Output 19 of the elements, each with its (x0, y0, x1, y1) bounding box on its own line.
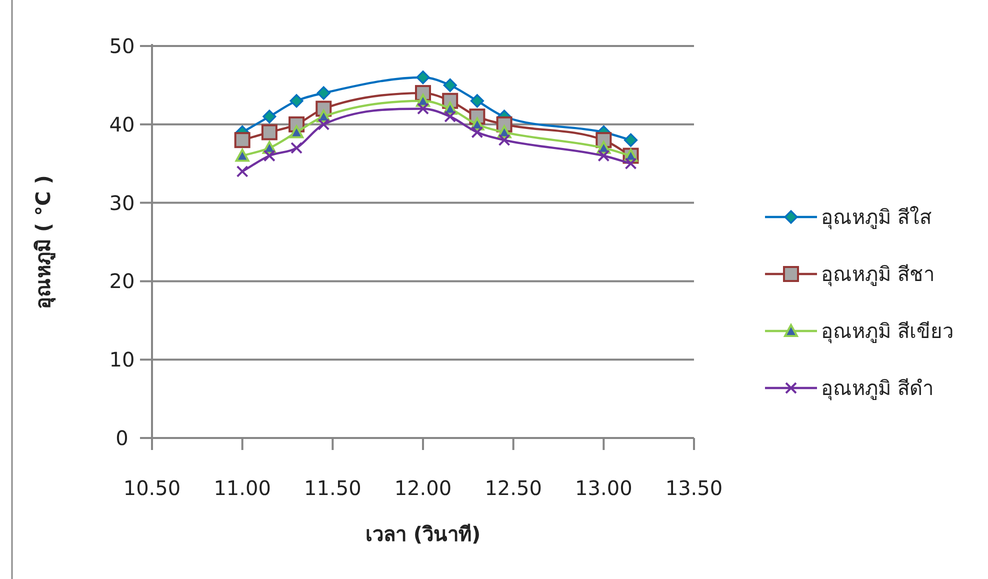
legend-label: อุณหภูมิ สีเขียว (821, 319, 954, 344)
x-tick-label: 13.00 (575, 476, 632, 500)
legend-label: อุณหภูมิ สีชา (821, 262, 934, 287)
y-tick-label: 0 (116, 426, 128, 450)
x-tick-label: 11.50 (304, 476, 362, 500)
x-tick-label: 11.00 (214, 476, 271, 500)
legend-label: อุณหภูมิ สีใส (821, 205, 932, 230)
y-tick-label: 30 (109, 190, 135, 215)
y-tick-label: 40 (109, 112, 135, 136)
x-tick-label: 10.50 (123, 476, 181, 500)
x-tick-label: 13.50 (665, 476, 723, 500)
y-axis-title: อุณหภูมิ ( °C ) (31, 175, 57, 309)
y-tick-label: 10 (109, 348, 135, 372)
legend-label: อุณหภูมิ สีดำ (821, 376, 934, 401)
y-tick-label: 50 (109, 34, 135, 58)
y-tick-label: 20 (109, 269, 135, 294)
x-tick-label: 12.50 (484, 476, 542, 500)
x-tick-label: 12.00 (394, 476, 452, 500)
x-axis-title: เวลา (วินาที) (365, 522, 481, 546)
